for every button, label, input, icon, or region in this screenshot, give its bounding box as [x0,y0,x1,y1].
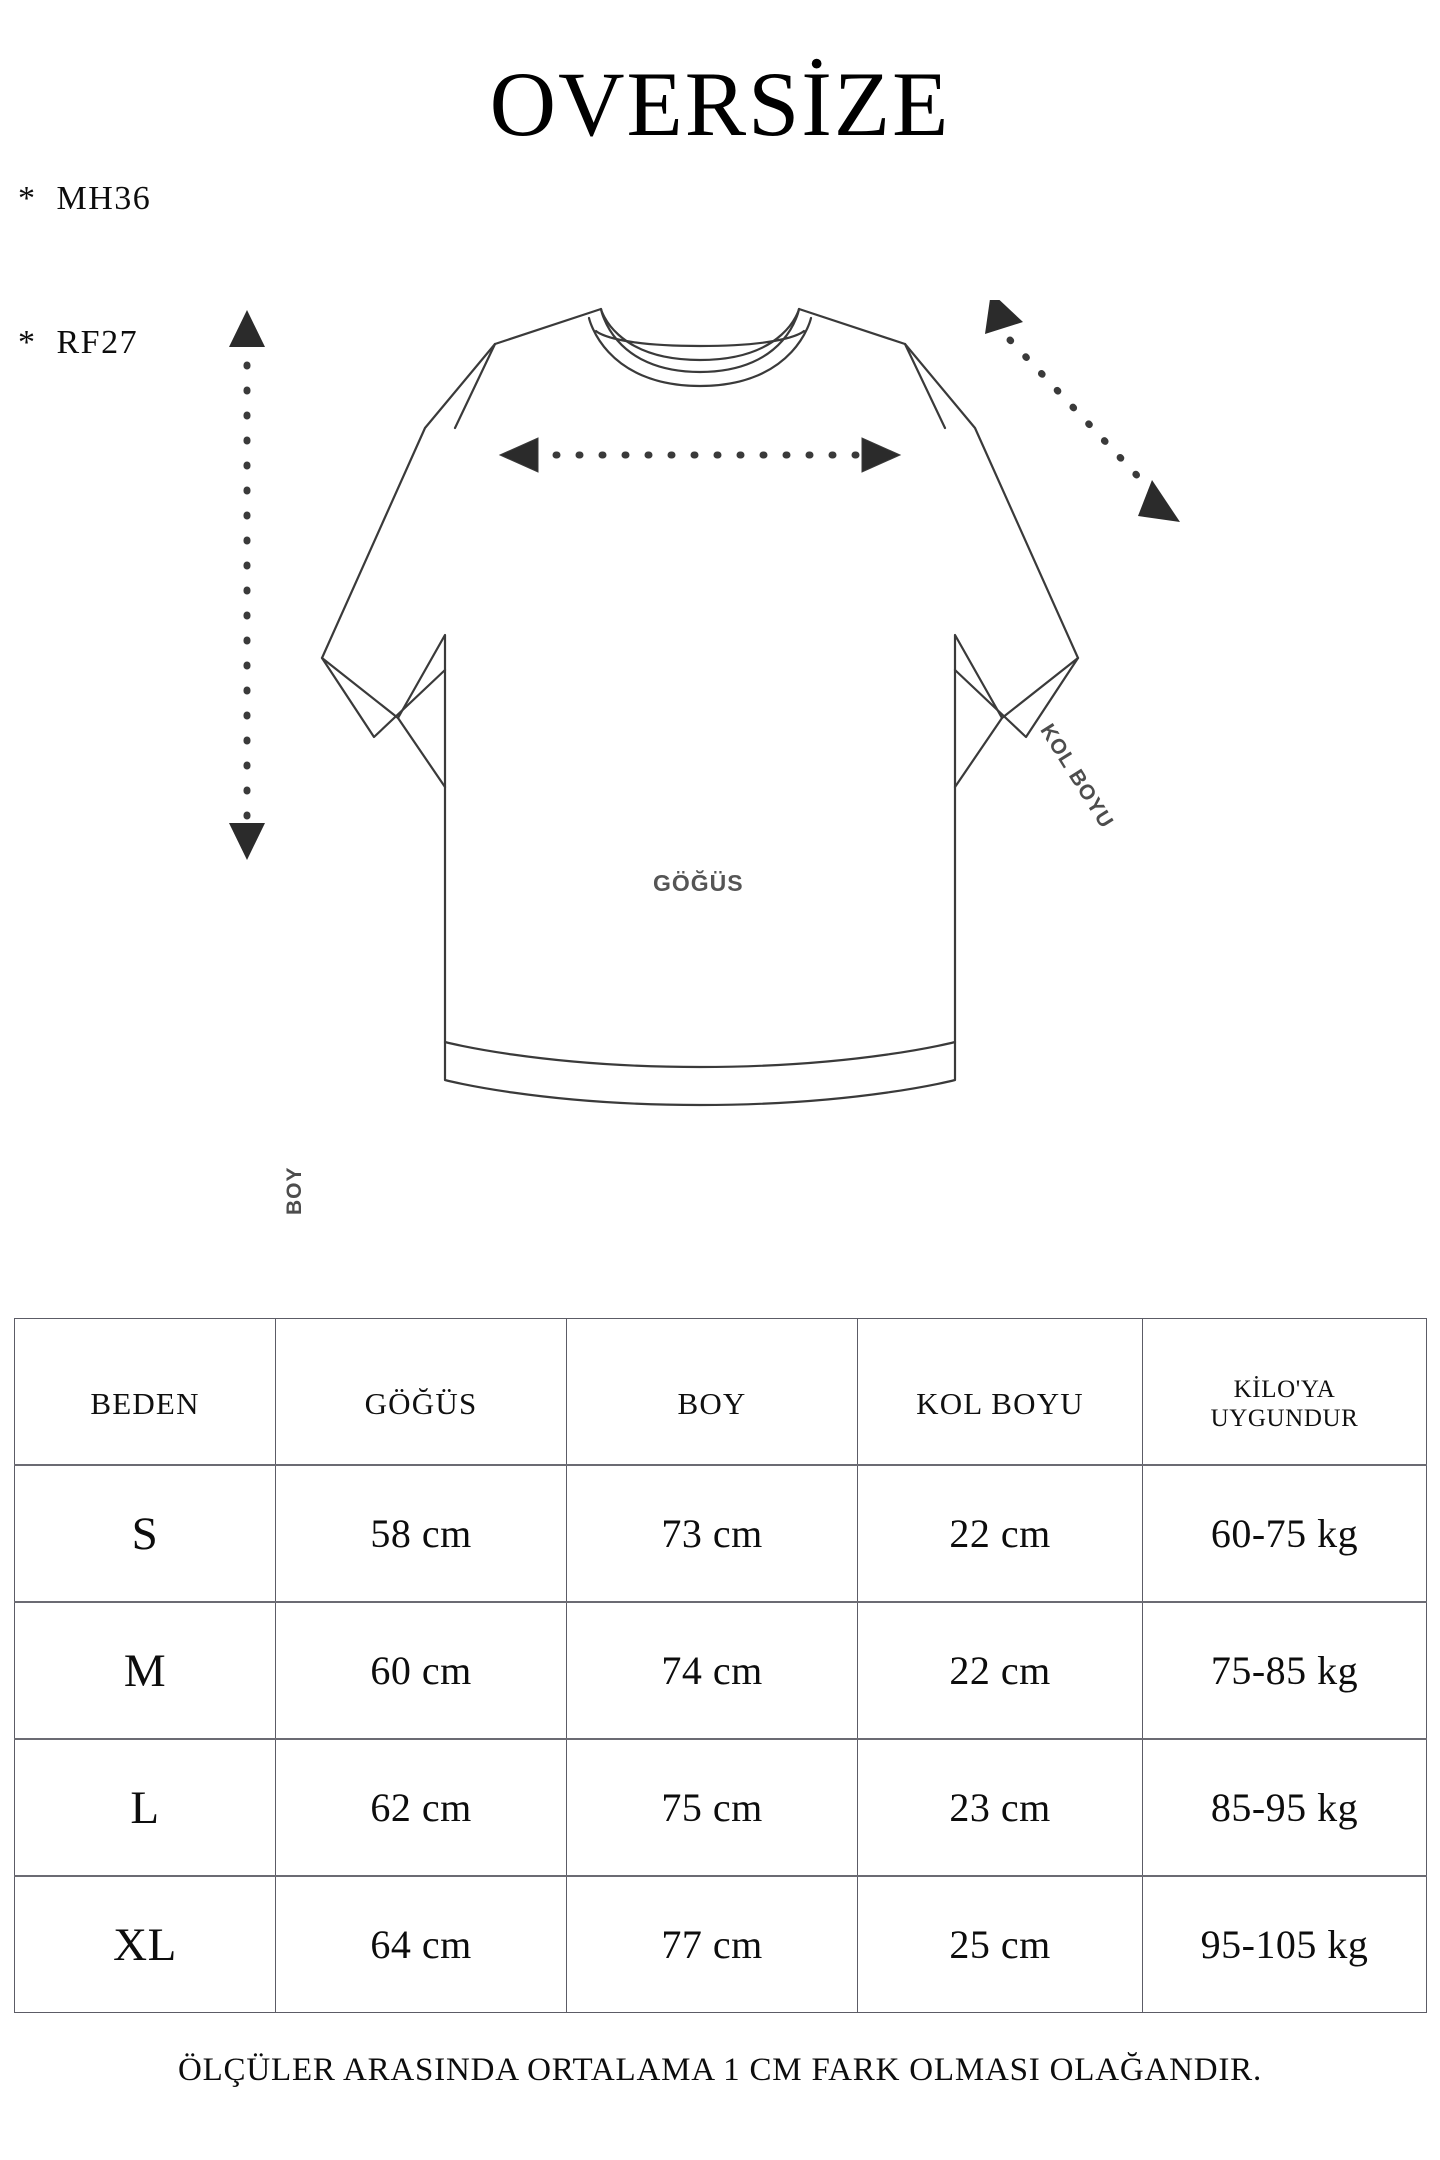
cell-beden: S [14,1464,276,1603]
col-header-kilo-line-1: KİLO'YA [1233,1375,1336,1403]
cell-beden: XL [14,1875,276,2013]
table-header-row: BEDEN GÖĞÜS BOY KOL BOYU KİLO'YA UYGUNDU… [14,1318,1427,1466]
cell-boy: 74 cm [566,1601,858,1740]
cell-boy: 73 cm [566,1464,858,1603]
cell-kol-boyu: 25 cm [857,1875,1143,2013]
col-header-gogus: GÖĞÜS [275,1318,567,1466]
product-code-2: * RF27 [18,324,139,362]
size-table-container: BEDEN GÖĞÜS BOY KOL BOYU KİLO'YA UYGUNDU… [14,1318,1427,2013]
cell-kol-boyu: 23 cm [857,1738,1143,1877]
cell-beden: L [14,1738,276,1877]
tshirt-illustration [229,300,1180,1107]
cell-boy: 77 cm [566,1875,858,2013]
cell-kol-boyu: 22 cm [857,1601,1143,1740]
length-arrow [229,310,265,860]
page-title: OVERSİZE [489,53,951,155]
col-header-boy: BOY [566,1318,858,1466]
cell-kilo: 85-95 kg [1142,1738,1427,1877]
cell-beden: M [14,1601,276,1740]
table-row: M 60 cm 74 cm 22 cm 75-85 kg [14,1601,1427,1740]
sleeve-arrow [985,300,1180,522]
product-codes: * MH36 * RF27 [18,78,151,416]
col-header-kol-boyu: KOL BOYU [857,1318,1143,1466]
cell-kilo: 75-85 kg [1142,1601,1427,1740]
cell-boy: 75 cm [566,1738,858,1877]
cell-kilo: 95-105 kg [1142,1875,1427,2013]
cell-kilo: 60-75 kg [1142,1464,1427,1603]
col-header-kilo-line-2: UYGUNDUR [1210,1405,1359,1432]
cell-gogus: 60 cm [275,1601,567,1740]
product-code-1: * MH36 [18,179,152,217]
chest-arrow [498,437,902,473]
chest-label: GÖĞÜS [653,870,744,896]
size-table: BEDEN GÖĞÜS BOY KOL BOYU KİLO'YA UYGUNDU… [14,1318,1427,2013]
cell-gogus: 58 cm [275,1464,567,1603]
tshirt-measurement-diagram: GÖĞÜS KOL BOYU BOY [0,300,1440,1230]
cell-gogus: 62 cm [275,1738,567,1877]
col-header-kilo-uygundur: KİLO'YA UYGUNDUR [1142,1318,1427,1466]
body-length-label: BOY [283,1166,306,1215]
col-header-beden: BEDEN [14,1318,276,1466]
table-row: L 62 cm 75 cm 23 cm 85-95 kg [14,1738,1427,1877]
cell-gogus: 64 cm [275,1875,567,2013]
table-row: S 58 cm 73 cm 22 cm 60-75 kg [14,1464,1427,1603]
measurement-tolerance-note: ÖLÇÜLER ARASINDA ORTALAMA 1 CM FARK OLMA… [177,2052,1263,2088]
table-row: XL 64 cm 77 cm 25 cm 95-105 kg [14,1875,1427,2013]
cell-kol-boyu: 22 cm [857,1464,1143,1603]
